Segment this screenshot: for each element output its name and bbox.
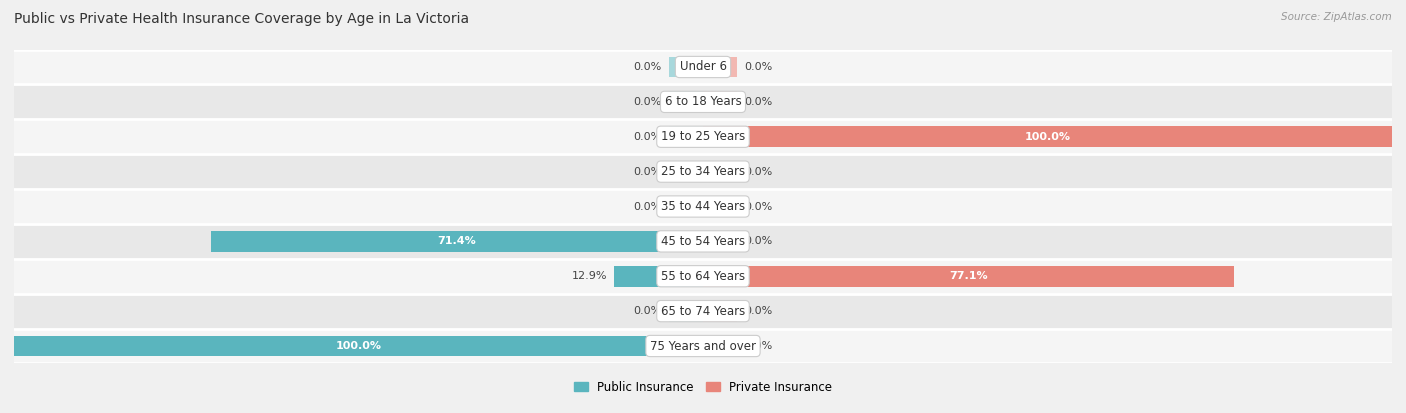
Bar	[14, 189, 1392, 224]
Text: Public vs Private Health Insurance Coverage by Age in La Victoria: Public vs Private Health Insurance Cover…	[14, 12, 470, 26]
Bar	[14, 335, 703, 356]
Text: 0.0%: 0.0%	[744, 97, 772, 107]
Bar	[14, 259, 1392, 294]
Text: 55 to 64 Years: 55 to 64 Years	[661, 270, 745, 283]
Text: 71.4%: 71.4%	[437, 236, 477, 247]
Text: 77.1%: 77.1%	[949, 271, 988, 281]
Legend: Public Insurance, Private Insurance: Public Insurance, Private Insurance	[569, 376, 837, 399]
Text: 0.0%: 0.0%	[744, 62, 772, 72]
Bar	[703, 161, 738, 182]
Bar	[669, 57, 703, 78]
Text: 65 to 74 Years: 65 to 74 Years	[661, 305, 745, 318]
Text: 0.0%: 0.0%	[744, 341, 772, 351]
Text: 100.0%: 100.0%	[336, 341, 381, 351]
Text: 19 to 25 Years: 19 to 25 Years	[661, 130, 745, 143]
Text: 25 to 34 Years: 25 to 34 Years	[661, 165, 745, 178]
Bar	[703, 91, 738, 112]
Bar	[614, 266, 703, 287]
Bar	[14, 329, 1392, 363]
Bar	[669, 161, 703, 182]
Text: 0.0%: 0.0%	[634, 166, 662, 177]
Bar	[703, 231, 738, 252]
Text: 35 to 44 Years: 35 to 44 Years	[661, 200, 745, 213]
Text: 0.0%: 0.0%	[634, 62, 662, 72]
Bar	[14, 154, 1392, 189]
Text: 0.0%: 0.0%	[634, 97, 662, 107]
Text: 0.0%: 0.0%	[744, 166, 772, 177]
Text: 6 to 18 Years: 6 to 18 Years	[665, 95, 741, 108]
Bar	[211, 231, 703, 252]
Bar	[14, 294, 1392, 329]
Text: 0.0%: 0.0%	[744, 202, 772, 211]
Bar	[669, 301, 703, 322]
Bar	[14, 119, 1392, 154]
Text: 100.0%: 100.0%	[1025, 132, 1070, 142]
Bar	[669, 126, 703, 147]
Bar	[703, 335, 738, 356]
Text: 0.0%: 0.0%	[744, 306, 772, 316]
Text: Source: ZipAtlas.com: Source: ZipAtlas.com	[1281, 12, 1392, 22]
Bar	[703, 196, 738, 217]
Text: 45 to 54 Years: 45 to 54 Years	[661, 235, 745, 248]
Bar	[703, 301, 738, 322]
Bar	[14, 84, 1392, 119]
Text: 75 Years and over: 75 Years and over	[650, 339, 756, 353]
Bar	[14, 224, 1392, 259]
Bar	[703, 126, 1392, 147]
Text: Under 6: Under 6	[679, 60, 727, 74]
Bar	[669, 91, 703, 112]
Text: 0.0%: 0.0%	[634, 202, 662, 211]
Bar	[14, 50, 1392, 84]
Text: 12.9%: 12.9%	[572, 271, 607, 281]
Bar	[703, 266, 1234, 287]
Bar	[669, 196, 703, 217]
Text: 0.0%: 0.0%	[634, 306, 662, 316]
Bar	[703, 57, 738, 78]
Text: 0.0%: 0.0%	[634, 132, 662, 142]
Text: 0.0%: 0.0%	[744, 236, 772, 247]
